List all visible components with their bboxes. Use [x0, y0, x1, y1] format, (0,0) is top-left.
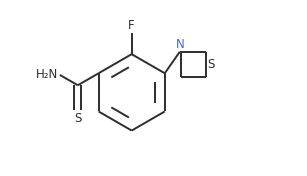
Text: S: S — [208, 58, 215, 71]
Text: H₂N: H₂N — [36, 68, 59, 81]
Text: F: F — [128, 19, 135, 32]
Text: S: S — [74, 112, 81, 125]
Text: N: N — [176, 37, 185, 51]
